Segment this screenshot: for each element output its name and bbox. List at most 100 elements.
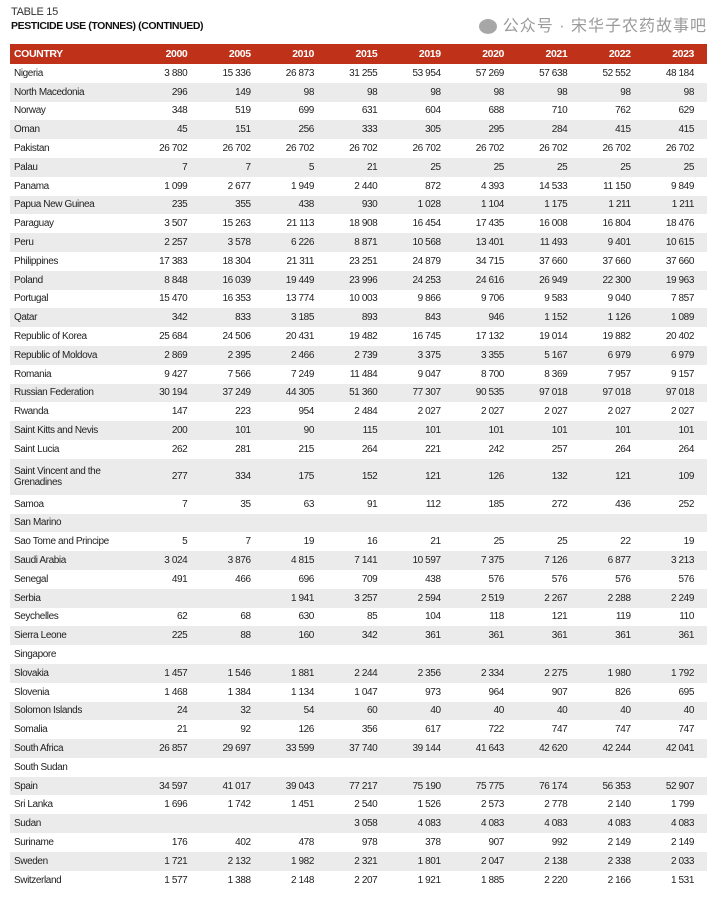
- value-cell-2019: 25: [390, 157, 454, 177]
- value-cell-2022: 2 288: [580, 588, 644, 608]
- value-cell-2015: [326, 513, 391, 533]
- country-cell: Saudi Arabia: [10, 551, 137, 570]
- value-cell-2021: 57 638: [539, 67, 568, 79]
- value-cell-2019: 121: [390, 458, 454, 495]
- value-cell-2019: 305: [390, 120, 454, 140]
- value-cell-2020: 26 702: [475, 143, 505, 155]
- value-cell-2005: 88: [200, 626, 264, 646]
- value-cell-2022: 16 804: [602, 218, 631, 230]
- value-cell-2022: 9 040: [607, 293, 631, 305]
- country-cell: South Africa: [10, 739, 137, 758]
- value-cell-2022: 56 353: [580, 776, 644, 796]
- value-cell-2005: 7: [200, 157, 264, 177]
- value-cell-2020: 722: [488, 724, 504, 736]
- value-cell-2021: 9 583: [544, 293, 568, 305]
- value-cell-2000: 1 696: [164, 799, 188, 811]
- value-cell-2021: 907: [551, 686, 568, 698]
- value-cell-2019: 2 356: [390, 663, 454, 683]
- value-cell-2015: 98: [326, 82, 391, 102]
- value-cell-2015: 2 207: [354, 874, 378, 886]
- value-cell-2022: 2 027: [607, 406, 631, 418]
- value-cell-2000: 3 024: [137, 551, 201, 570]
- value-cell-2010: 1 941: [263, 588, 327, 608]
- value-cell-2010: 90: [263, 421, 327, 440]
- pesticide-table: COUNTRY 2000 2005 2010 2015 2019 2020 2021 2022 2…: [10, 44, 707, 889]
- column-header-2015: 2015: [326, 44, 391, 64]
- value-cell-2022: 42 244: [580, 739, 644, 758]
- value-cell-2021: 14 533: [539, 180, 568, 192]
- value-cell-2000: [137, 588, 201, 608]
- value-cell-2019: 98: [390, 82, 454, 102]
- value-cell-2005: 16 353: [222, 293, 251, 305]
- value-cell-2019: 604: [425, 105, 441, 117]
- table-row: Paraguay 3 507 15 263 21 113 18 908 16 454 17 …: [10, 214, 707, 233]
- value-cell-2021: 2 778: [544, 799, 568, 811]
- value-cell-2023: 252: [678, 498, 695, 510]
- value-cell-2010: 630: [298, 611, 314, 623]
- table-row: Switzerland 1 577 1 388 2 148 2 207 1 921 1 88…: [10, 871, 707, 890]
- value-cell-2000: 348: [171, 105, 188, 117]
- value-cell-2023: 1 089: [643, 308, 707, 328]
- value-cell-2023: 415: [643, 120, 707, 140]
- value-cell-2020: 25: [453, 157, 517, 177]
- value-cell-2021: 76 174: [516, 776, 581, 796]
- value-cell-2010: 13 774: [285, 293, 315, 305]
- value-cell-2022: 826: [615, 686, 631, 698]
- value-cell-2010: 19 449: [263, 270, 327, 290]
- value-cell-2000: 3 507: [164, 218, 188, 230]
- value-cell-2015: 2 440: [354, 180, 378, 192]
- value-cell-2005: 18 304: [222, 255, 251, 267]
- value-cell-2021: 121: [551, 611, 568, 623]
- value-cell-2023: 1 531: [670, 874, 694, 886]
- value-cell-2015: 19 482: [349, 331, 378, 343]
- value-cell-2023: 2 249: [643, 588, 707, 608]
- value-cell-2020: 242: [488, 443, 504, 455]
- table-row: Sudan 3 058 4 083 4 083 4 083 4 083 4 083: [10, 814, 707, 834]
- value-cell-2015: 2 321: [326, 851, 391, 871]
- value-cell-2021: [517, 645, 580, 664]
- column-header-2020: 2020: [453, 44, 517, 64]
- value-cell-2010: [264, 645, 327, 664]
- value-cell-2019: 39 144: [390, 739, 454, 758]
- value-cell-2015: 2 739: [326, 345, 391, 365]
- value-cell-2015: 2 540: [354, 799, 378, 811]
- value-cell-2022: 40: [580, 701, 644, 721]
- country-cell: Peru: [10, 233, 137, 252]
- value-cell-2022: 576: [615, 573, 631, 585]
- value-cell-2020: 101: [453, 421, 517, 440]
- value-cell-2023: 10 615: [643, 233, 707, 252]
- value-cell-2000: 491: [171, 573, 188, 585]
- value-cell-2020: 2 519: [453, 588, 517, 608]
- value-cell-2015: 23 996: [326, 270, 391, 290]
- value-cell-2021: 710: [551, 105, 568, 117]
- value-cell-2019: 438: [425, 573, 441, 585]
- value-cell-2019: 1 921: [417, 874, 441, 886]
- value-cell-2021: 2 267: [516, 588, 581, 608]
- value-cell-2000: 296: [137, 82, 201, 102]
- value-cell-2010: 4 815: [263, 551, 327, 570]
- value-cell-2019: 112: [425, 498, 441, 510]
- value-cell-2022: 762: [615, 105, 631, 117]
- value-cell-2005: 2 677: [227, 180, 251, 192]
- column-header-2019: 2019: [390, 44, 454, 64]
- table-row: Romania 9 427 7 566 7 249 11 484 9 047 8 700 8 …: [10, 365, 707, 384]
- value-cell-2021: 2 220: [544, 874, 568, 886]
- value-cell-2020: 57 269: [475, 67, 505, 79]
- value-cell-2020: 185: [488, 498, 504, 510]
- value-cell-2000: 45: [137, 120, 201, 140]
- table-row: South Sudan: [10, 758, 707, 777]
- country-cell: Rwanda: [14, 406, 49, 418]
- value-cell-2021: 7 126: [516, 551, 581, 570]
- value-cell-2015: 1 047: [354, 686, 378, 698]
- table-row: North Macedonia 296 149 98 98 98 98 98 98 98: [10, 82, 707, 102]
- value-cell-2023: 9 849: [670, 180, 694, 192]
- value-cell-2022: 22 300: [580, 270, 644, 290]
- value-cell-2021: 11 493: [516, 233, 581, 252]
- value-cell-2023: 109: [643, 458, 707, 495]
- column-header-2010: 2010: [263, 44, 327, 64]
- table-row: Rwanda 147 223 954 2 484 2 027 2 027 2 027 2 027…: [10, 402, 707, 421]
- value-cell-2005: 1 742: [227, 799, 251, 811]
- value-cell-2023: 9 157: [670, 368, 694, 380]
- value-cell-2020: 13 401: [453, 233, 517, 252]
- value-cell-2005: 833: [200, 308, 264, 328]
